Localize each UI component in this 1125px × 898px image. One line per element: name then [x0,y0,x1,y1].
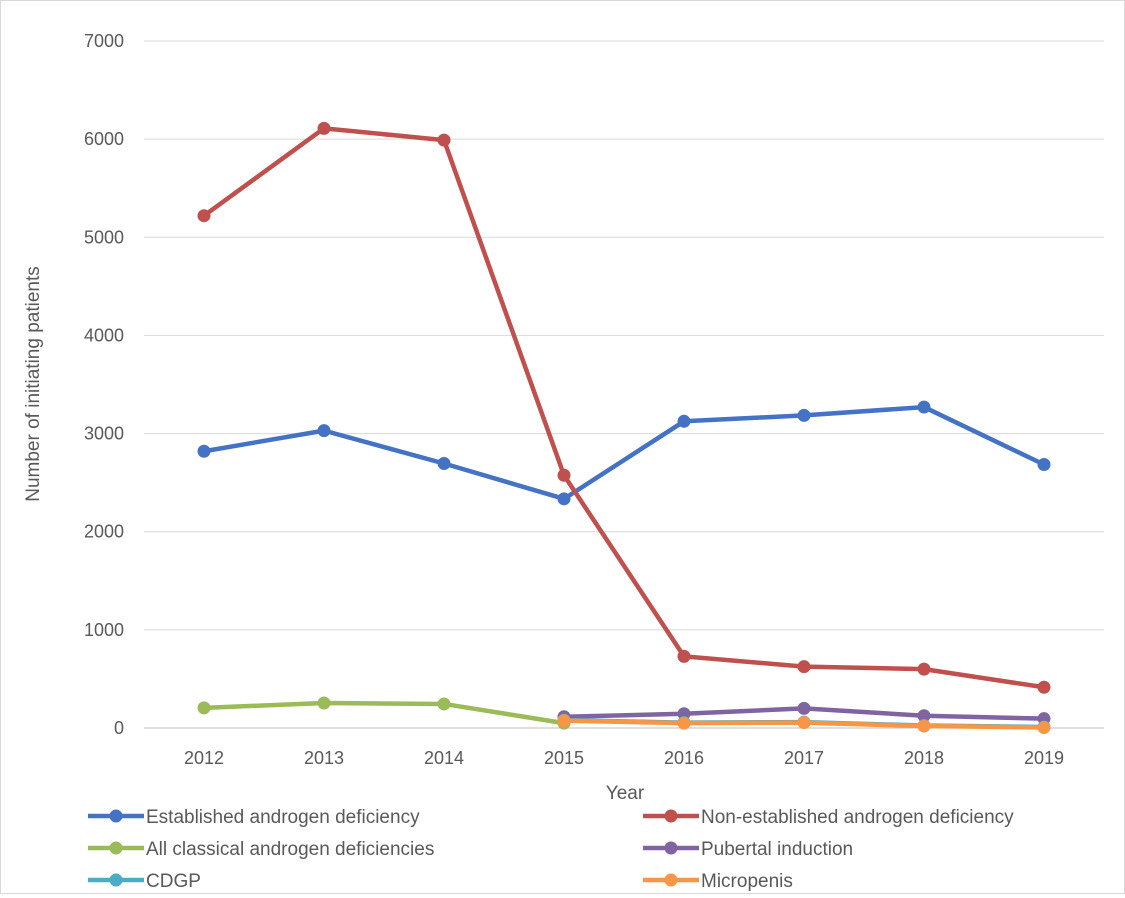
legend-item: Established androgen deficiency [88,807,420,828]
legend-item: Micropenis [643,871,793,892]
data-point [677,649,691,663]
series-2 [197,696,571,730]
x-tick-label: 2017 [784,748,824,768]
y-tick-label: 4000 [84,325,124,345]
legend-label: All classical androgen deficiencies [146,839,434,860]
data-point [917,400,931,414]
y-tick-label: 0 [114,718,124,738]
legend-swatch-marker [664,873,678,887]
data-point [917,719,931,733]
legend-swatch-marker [664,809,678,823]
legend-label: Established androgen deficiency [146,807,420,828]
data-point [797,701,811,715]
data-point [197,701,211,715]
data-point [1037,457,1051,471]
y-axis-ticks: 0 1000 2000 3000 4000 5000 6000 7000 [84,31,124,738]
legend-swatch-marker [109,809,123,823]
data-point [197,209,211,223]
data-point [1037,721,1051,735]
data-point [557,492,571,506]
data-point [677,414,691,428]
y-tick-label: 1000 [84,620,124,640]
data-point [437,697,451,711]
legend-label: Non-established androgen deficiency [701,807,1014,828]
series-0 [197,400,1051,506]
legend-swatch-marker [664,841,678,855]
data-point [437,133,451,147]
data-point [1037,680,1051,694]
y-tick-label: 3000 [84,424,124,444]
legend-item: Pubertal induction [643,839,853,860]
x-axis-ticks: 2012 2013 2014 2015 2016 2017 2018 2019 [184,748,1064,768]
legend-label: Pubertal induction [701,839,853,860]
data-point [797,660,811,674]
x-tick-label: 2012 [184,748,224,768]
x-tick-label: 2015 [544,748,584,768]
series-line [201,700,567,726]
legend: Established androgen deficiency Non-estab… [88,807,1014,892]
data-point [317,121,331,135]
data-point [197,444,211,458]
legend-item: Non-established androgen deficiency [643,807,1014,828]
data-point [917,662,931,676]
data-point [917,709,931,723]
x-tick-label: 2013 [304,748,344,768]
data-point [797,716,811,730]
legend-swatch-marker [109,841,123,855]
y-tick-label: 6000 [84,129,124,149]
data-point [317,696,331,710]
series-5 [557,714,1051,735]
series-line [201,126,1047,690]
legend-label: Micropenis [701,871,793,892]
gridlines [144,40,1104,729]
x-tick-label: 2018 [904,748,944,768]
series-layer [197,121,1051,735]
x-tick-label: 2014 [424,748,464,768]
data-point [797,408,811,422]
legend-item: All classical androgen deficiencies [88,839,434,860]
y-tick-label: 2000 [84,522,124,542]
y-tick-label: 5000 [84,227,124,247]
y-axis-label: Number of initiating patients [23,266,44,502]
y-tick-label: 7000 [84,31,124,51]
x-tick-label: 2016 [664,748,704,768]
series-line [201,404,1047,502]
data-point [317,424,331,438]
x-axis-label: Year [606,783,645,804]
data-point [677,716,691,730]
x-tick-label: 2019 [1024,748,1064,768]
data-point [557,714,571,728]
data-point [557,468,571,482]
legend-label: CDGP [146,871,201,892]
data-point [437,457,451,471]
legend-item: CDGP [88,871,201,892]
series-1 [197,121,1051,694]
legend-swatch-marker [109,873,123,887]
